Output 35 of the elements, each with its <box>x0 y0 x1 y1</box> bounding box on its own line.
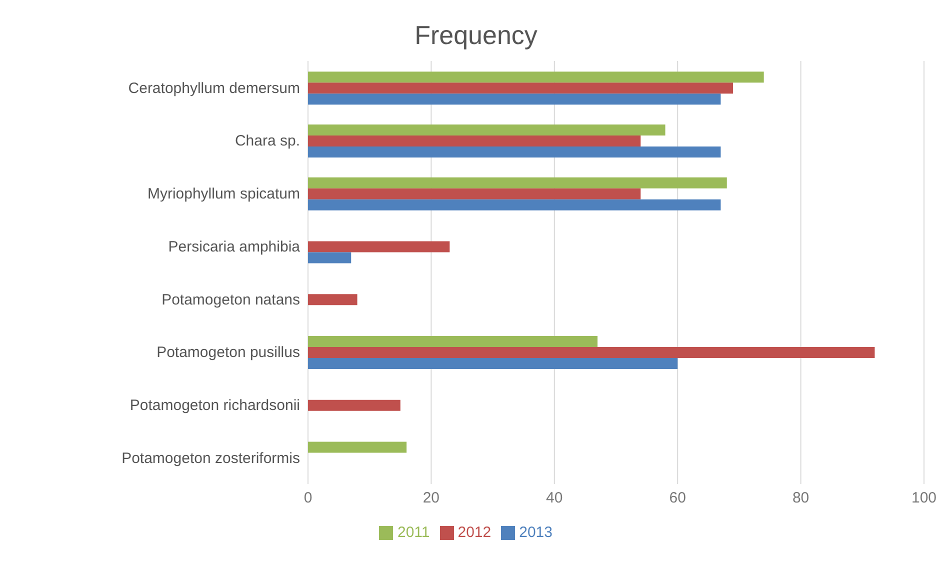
bar <box>308 442 407 453</box>
chart-title: Frequency <box>414 20 538 51</box>
bar <box>308 358 678 369</box>
bar <box>308 177 727 188</box>
bar <box>308 72 764 83</box>
y-tick-label: Potamogeton richardsonii <box>130 397 300 414</box>
bar <box>308 294 358 306</box>
bar <box>308 146 721 158</box>
y-tick-label: Potamogeton pusillus <box>156 344 300 362</box>
x-tick-label: 20 <box>422 490 440 507</box>
bar <box>308 188 641 200</box>
bar <box>308 124 666 136</box>
x-tick-label: 80 <box>792 490 810 507</box>
bar <box>308 252 352 264</box>
bar <box>308 94 721 105</box>
bar <box>308 336 598 347</box>
x-tick-label: 100 <box>911 490 937 507</box>
legend-label: 2012 <box>458 524 492 541</box>
bar <box>308 241 450 252</box>
y-tick-label: Myriophyllum spicatum <box>147 186 300 203</box>
y-tick-label: Persicaria amphibia <box>168 238 301 256</box>
bar <box>308 199 721 210</box>
bar <box>308 346 875 358</box>
y-tick-label: Chara sp. <box>234 132 300 150</box>
bar <box>308 82 734 94</box>
y-tick-label: Potamogeton zosteriformis <box>122 450 300 467</box>
x-tick-label: 60 <box>669 490 686 507</box>
bar <box>308 135 641 146</box>
y-tick-label: Ceratophyllum demersum <box>128 80 300 97</box>
legend-label: 2011 <box>397 524 430 541</box>
y-tick-label: Potamogeton natans <box>162 291 300 308</box>
x-tick-label: 0 <box>304 490 312 507</box>
legend-label: 2013 <box>519 524 552 541</box>
x-tick-label: 40 <box>546 490 563 507</box>
bar <box>308 400 400 411</box>
